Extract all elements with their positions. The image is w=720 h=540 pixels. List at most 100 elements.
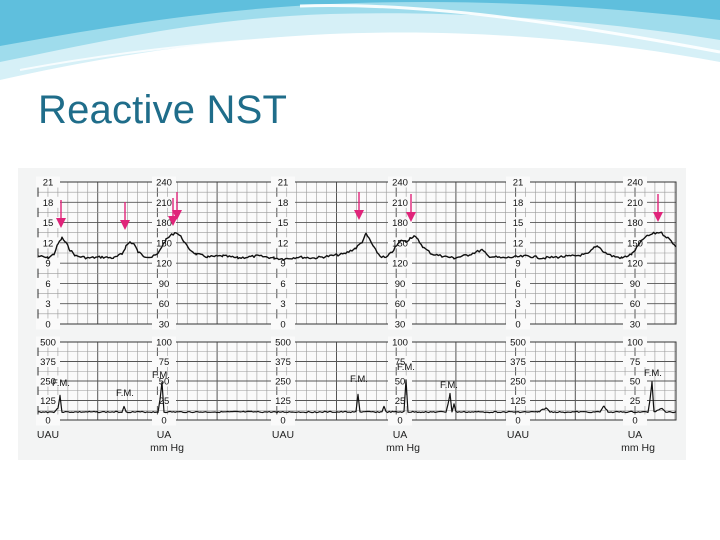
uau-scale-label: 125	[510, 396, 526, 407]
fhr-scale-label: 120	[627, 259, 643, 270]
fhr-scale-label: 240	[156, 178, 172, 189]
scale-label-backdrop	[506, 318, 530, 330]
scale-label-backdrop	[388, 336, 412, 348]
acceleration-arrow-icon	[653, 194, 663, 222]
fhr-scale-label: 90	[395, 279, 406, 290]
ua-scale-label: 100	[627, 338, 643, 349]
scale-label-backdrop	[506, 356, 530, 367]
ua-scale-label: 25	[395, 396, 406, 407]
uau-scale-label: 375	[40, 357, 56, 368]
uterine-scale-label: 0	[515, 320, 520, 331]
fhr-scale-label: 180	[156, 218, 172, 229]
scale-label-backdrop	[388, 176, 412, 188]
uau-scale-label: 375	[510, 357, 526, 368]
acceleration-arrow-icon	[56, 200, 66, 228]
scale-label-backdrop	[623, 196, 647, 208]
scale-label-backdrop	[623, 257, 647, 269]
ua-scale-label: 0	[161, 416, 166, 427]
scale-label-backdrop	[623, 356, 647, 367]
scale-label-backdrop	[152, 336, 176, 348]
slide-title: Reactive NST	[38, 88, 288, 132]
scale-label-backdrop	[152, 176, 176, 188]
fhr-scale-label: 60	[159, 299, 170, 310]
scale-label-backdrop	[36, 217, 60, 229]
scale-label-backdrop	[623, 176, 647, 188]
scale-label-backdrop	[152, 414, 176, 426]
ctg-strip-chart: 2118151296305003752501250UAU240210180150…	[36, 176, 677, 454]
ua-scale-label: 75	[630, 357, 641, 368]
bottom-channel-label: UA	[393, 429, 408, 441]
scale-label-backdrop	[36, 176, 60, 188]
scale-label-backdrop	[506, 237, 530, 249]
uterine-scale-label: 15	[278, 218, 289, 229]
scale-label-backdrop	[506, 277, 530, 289]
uau-scale-label: 250	[275, 377, 291, 388]
scale-label-backdrop	[36, 277, 60, 289]
scale-label-backdrop	[388, 277, 412, 289]
scale-label-backdrop	[36, 395, 60, 406]
scale-label-backdrop	[271, 395, 295, 406]
ua-scale-label: 0	[397, 416, 402, 427]
arrow-head	[354, 210, 364, 220]
uterine-scale-label: 12	[278, 238, 289, 249]
scale-label-backdrop	[623, 414, 647, 426]
scale-label-backdrop	[506, 176, 530, 188]
uau-scale-label: 500	[275, 338, 291, 349]
fetal-movement-label: F.M.	[350, 374, 368, 385]
scale-label-backdrop	[623, 277, 647, 289]
fhr-scale-label: 60	[630, 299, 641, 310]
acceleration-arrow-icon	[354, 192, 364, 220]
scale-label-backdrop	[271, 356, 295, 367]
scale-label-backdrop	[388, 414, 412, 426]
uterine-scale-label: 21	[513, 178, 524, 189]
ua-scale-label: 50	[159, 377, 170, 388]
scale-label-backdrop	[506, 257, 530, 269]
ua-scale-label: 25	[630, 396, 641, 407]
arrow-head	[168, 216, 178, 226]
scale-label-backdrop	[623, 336, 647, 348]
arrow-head	[56, 218, 66, 228]
scale-label-backdrop	[271, 196, 295, 208]
uterine-scale-label: 9	[515, 259, 520, 270]
acceleration-arrow-icon	[172, 192, 182, 220]
uterine-scale-label: 18	[513, 198, 524, 209]
uau-scale-label: 375	[275, 357, 291, 368]
scale-label-backdrop	[36, 298, 60, 310]
fhr-scale-label: 150	[156, 238, 172, 249]
uau-scale-label: 125	[275, 396, 291, 407]
scale-label-backdrop	[271, 414, 295, 426]
fhr-scale-label: 30	[395, 320, 406, 331]
scale-label-backdrop	[388, 318, 412, 330]
bottom-unit-label: mm Hg	[150, 442, 184, 454]
scale-label-backdrop	[36, 318, 60, 330]
fhr-scale-label: 30	[159, 320, 170, 331]
arrow-head	[406, 212, 416, 222]
fetal-movement-markers: F.M. F.M. F.M. F.M. F.M. F.M. F.M.	[52, 362, 662, 399]
fetal-movement-label: F.M.	[152, 370, 170, 381]
header-wave-white-streak	[299, 3, 720, 54]
uterine-scale-label: 3	[280, 299, 285, 310]
header-wave-dark	[0, 0, 720, 46]
uau-scale-label: 0	[280, 416, 285, 427]
ua-scale-label: 100	[156, 338, 172, 349]
fhr-scale-label: 210	[627, 198, 643, 209]
uterine-scale-label: 18	[278, 198, 289, 209]
uau-scale-label: 0	[515, 416, 520, 427]
scale-label-backdrop	[388, 356, 412, 367]
ua-scale-label: 50	[630, 377, 641, 388]
scale-label-backdrop	[36, 356, 60, 367]
uterine-scale-label: 6	[45, 279, 50, 290]
scale-label-backdrop	[271, 176, 295, 188]
bottom-channel-label: UAU	[507, 429, 529, 441]
scale-label-backdrop	[506, 395, 530, 406]
scale-label-backdrop	[152, 298, 176, 310]
scale-label-backdrop	[152, 356, 176, 367]
arrow-head	[120, 220, 130, 230]
scale-label-backdrop	[388, 196, 412, 208]
bottom-unit-label: mm Hg	[386, 442, 420, 454]
fhr-scale-label: 150	[627, 238, 643, 249]
scale-label-backdrop	[388, 217, 412, 229]
uterine-scale-label: 12	[43, 238, 54, 249]
scale-label-backdrop	[271, 336, 295, 348]
scale-label-backdrop	[152, 196, 176, 208]
